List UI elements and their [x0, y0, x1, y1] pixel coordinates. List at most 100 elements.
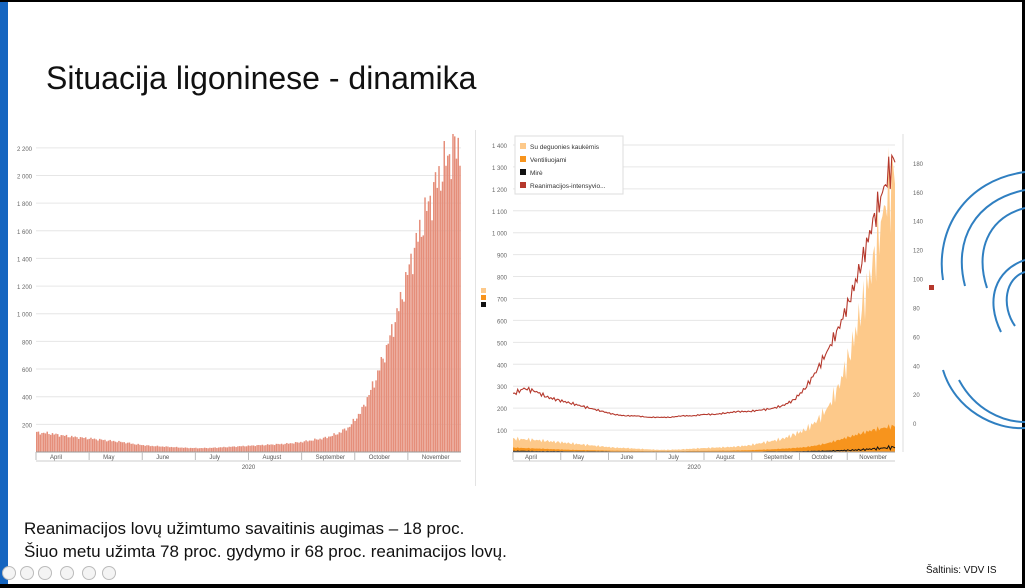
bar	[389, 335, 391, 452]
more-icon[interactable]	[102, 566, 116, 580]
bar	[210, 447, 213, 452]
bar	[240, 446, 243, 452]
legend-label: Mirė	[530, 170, 543, 177]
bar	[410, 253, 412, 452]
bar	[212, 447, 215, 452]
bar	[221, 447, 223, 452]
bar	[161, 446, 164, 452]
bar	[413, 247, 416, 452]
bar	[233, 446, 236, 452]
bar	[112, 440, 115, 452]
bar	[434, 172, 437, 452]
bar	[317, 439, 320, 452]
bar	[298, 442, 300, 452]
x-tick-label: October	[369, 455, 390, 461]
bar	[324, 436, 327, 452]
source-note: Šaltinis: VDV IS	[926, 565, 997, 576]
bar	[440, 190, 442, 452]
bar	[238, 446, 241, 452]
y-tick-label-right: 120	[913, 249, 924, 255]
bar	[455, 158, 458, 453]
bar	[275, 443, 278, 452]
bar	[205, 447, 208, 452]
bar	[149, 446, 152, 452]
x-tick-label: August	[716, 455, 735, 461]
bar	[454, 136, 456, 452]
y-tick-label-left: 700	[497, 297, 508, 303]
bar	[345, 430, 348, 452]
y-tick-label-left: 300	[497, 385, 508, 391]
hospitalized-bar-chart: 200 400 600 800 1 000 1 200 1 400 1 600 1 800 2 0…	[17, 133, 461, 471]
x-tick-label: October	[812, 455, 833, 461]
bar	[163, 446, 166, 452]
bar	[153, 446, 155, 452]
pen-icon[interactable]	[20, 566, 34, 580]
slides-icon[interactable]	[38, 566, 52, 580]
decorative-arcs	[940, 171, 1025, 430]
bar	[314, 438, 316, 452]
bar	[247, 445, 250, 452]
bar	[189, 447, 192, 452]
bar	[329, 436, 332, 452]
bar	[391, 324, 393, 452]
y-tick-label-left: 1 000	[492, 232, 508, 238]
bar	[53, 434, 55, 452]
bar	[359, 413, 362, 452]
bar	[135, 444, 138, 452]
bar	[443, 141, 445, 452]
bar	[368, 395, 370, 452]
y-tick-label-left: 1 300	[492, 166, 508, 172]
bar	[335, 434, 337, 452]
bar	[154, 446, 157, 452]
bar	[168, 447, 171, 452]
previous-icon[interactable]	[2, 566, 16, 580]
bar	[49, 434, 52, 452]
bar	[128, 442, 131, 452]
bar	[301, 442, 304, 452]
bar	[419, 219, 421, 452]
legend-swatch	[520, 143, 526, 149]
bar	[118, 440, 120, 452]
x-tick-label: June	[621, 455, 635, 461]
y-tick-label: 1 400	[17, 257, 33, 263]
bar	[114, 441, 117, 452]
bar	[37, 431, 40, 452]
y-tick-label: 800	[22, 340, 33, 346]
footer-text-icu-growth: Reanimacijos lovų užimtumo savaitinis au…	[24, 519, 465, 538]
y-tick-label-left: 900	[497, 254, 508, 260]
bar	[401, 299, 404, 452]
bar	[158, 446, 160, 452]
bar	[84, 437, 87, 452]
bar	[303, 441, 306, 452]
legend-label: Reanimacijos-intensyvio...	[530, 183, 606, 190]
legend: Su deguonies kaukėmis Ventiliuojami Mirė Re…	[514, 135, 624, 195]
x-tick-label: July	[209, 455, 220, 461]
bar	[56, 434, 59, 452]
bar	[305, 440, 307, 452]
bar	[90, 437, 92, 452]
x-tick-label: April	[50, 455, 62, 461]
bar	[193, 447, 195, 452]
bar	[406, 274, 409, 452]
y-tick-label-right: 20	[913, 393, 920, 399]
bar	[420, 236, 423, 452]
bar	[399, 291, 402, 452]
bar	[165, 446, 167, 452]
bar	[144, 445, 146, 452]
legend-swatch	[520, 169, 526, 175]
bar	[219, 447, 222, 452]
bar	[377, 370, 379, 452]
legend-swatch	[520, 182, 526, 188]
bar	[160, 446, 162, 452]
subtitles-icon[interactable]	[82, 566, 96, 580]
bar	[319, 438, 321, 452]
bar	[62, 435, 64, 452]
legend-label: Su deguonies kaukėmis	[530, 144, 600, 151]
side-swatch-deaths	[481, 302, 486, 307]
bar	[44, 433, 47, 452]
zoom-icon[interactable]	[60, 566, 74, 580]
x-axis-label: 2020	[242, 465, 256, 471]
bar	[174, 447, 176, 452]
y-tick-label: 600	[22, 368, 33, 374]
